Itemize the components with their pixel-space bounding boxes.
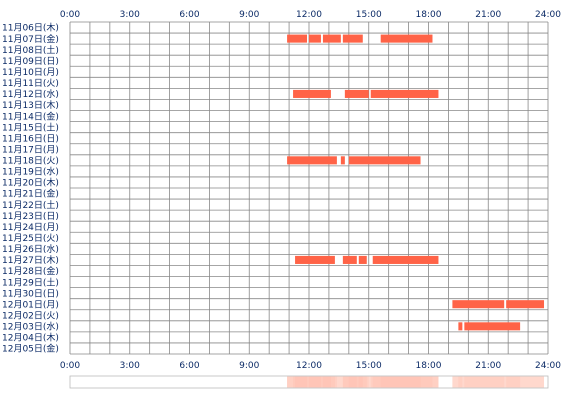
y-row-label: 11月20日(木) xyxy=(2,177,59,189)
y-row-label: 12月05日(金) xyxy=(2,343,59,355)
y-row-label: 11月16日(日) xyxy=(2,133,59,144)
y-row-label: 11月17日(月) xyxy=(2,144,59,155)
y-row-label: 11月13日(木) xyxy=(2,99,59,111)
activity-bar xyxy=(287,156,337,165)
activity-bar xyxy=(342,34,363,43)
summary-heat-segment xyxy=(452,376,545,388)
activity-bar xyxy=(372,255,439,264)
x-tick-label-bottom: 15:00 xyxy=(356,361,382,371)
activity-bar xyxy=(295,255,335,264)
x-tick-label-bottom: 12:00 xyxy=(296,361,322,371)
x-tick-label-bottom: 24:00 xyxy=(535,361,561,371)
summary-heat-bar xyxy=(69,375,549,389)
activity-bar xyxy=(342,255,357,264)
y-row-label: 11月23日(日) xyxy=(2,211,59,222)
activity-bar xyxy=(340,156,345,165)
x-tick-label-bottom: 3:00 xyxy=(120,361,140,371)
y-row-label: 11月26日(水) xyxy=(2,243,59,255)
y-row-label: 11月12日(水) xyxy=(2,88,59,100)
summary-heat-overlay xyxy=(309,376,321,388)
activity-bar xyxy=(506,300,545,309)
x-tick-label-bottom: 0:00 xyxy=(60,361,80,371)
y-row-label: 11月27日(木) xyxy=(2,254,59,266)
y-row-label: 11月21日(金) xyxy=(2,188,59,200)
y-row-label: 12月03日(水) xyxy=(2,321,59,333)
summary-heat-overlay xyxy=(295,376,335,388)
activity-bar xyxy=(370,89,439,98)
activity-bar xyxy=(293,89,331,98)
y-row-label: 11月08日(土) xyxy=(2,44,59,56)
y-row-label: 11月07日(金) xyxy=(2,33,59,45)
y-row-label: 11月18日(火) xyxy=(2,156,59,167)
summary-heat-overlay xyxy=(380,376,433,388)
x-tick-label-top: 6:00 xyxy=(179,10,199,20)
activity-bar xyxy=(380,34,433,43)
x-tick-label-top: 24:00 xyxy=(535,10,561,20)
summary-heat-overlay xyxy=(372,376,439,388)
summary-heat-overlay xyxy=(342,376,363,388)
activity-bar xyxy=(287,34,308,43)
y-row-label: 11月11日(火) xyxy=(2,78,59,89)
y-row-label: 11月29日(土) xyxy=(2,276,59,288)
y-row-label: 12月01日(月) xyxy=(2,299,59,310)
y-row-label: 11月06日(木) xyxy=(2,22,59,34)
summary-heat-overlay xyxy=(506,376,545,388)
summary-heat-overlay xyxy=(322,376,341,388)
activity-bar xyxy=(358,255,367,264)
summary-heat-overlay xyxy=(342,376,357,388)
activity-bar xyxy=(458,322,463,331)
summary-heat-overlay xyxy=(293,376,331,388)
activity-bar xyxy=(348,156,421,165)
y-axis-labels: 11月06日(木)11月07日(金)11月08日(土)11月09日(日)11月1… xyxy=(2,22,59,355)
y-row-label: 11月28日(金) xyxy=(2,265,59,277)
summary-heat-overlay xyxy=(464,376,521,388)
y-row-label: 11月19日(水) xyxy=(2,166,59,178)
summary-heat-overlay xyxy=(370,376,439,388)
summary-heat-overlay xyxy=(458,376,463,388)
x-tick-label-top: 0:00 xyxy=(60,10,80,20)
activity-bar xyxy=(464,322,521,331)
summary-heat-overlay xyxy=(287,376,308,388)
activity-bar xyxy=(452,300,505,309)
x-axis-top: 0:00 3:00 6:00 9:00 12:00 15:00 18:00 21:00 24:0… xyxy=(60,10,561,20)
summary-heat-segment xyxy=(287,376,439,388)
summary-heat-overlay xyxy=(358,376,367,388)
y-row-label: 12月02日(火) xyxy=(2,310,59,321)
y-row-label: 11月25日(火) xyxy=(2,233,59,244)
activity-bar xyxy=(309,34,321,43)
y-row-label: 11月14日(金) xyxy=(2,110,59,122)
x-tick-label-bottom: 9:00 xyxy=(239,361,259,371)
x-tick-label-top: 9:00 xyxy=(239,10,259,20)
x-tick-label-top: 12:00 xyxy=(296,10,322,20)
x-tick-label-bottom: 21:00 xyxy=(475,361,501,371)
summary-heat-overlay xyxy=(340,376,345,388)
summary-heat-overlay xyxy=(348,376,421,388)
summary-heat-overlay xyxy=(452,376,505,388)
y-row-label: 11月22日(土) xyxy=(2,199,59,211)
x-tick-label-top: 18:00 xyxy=(416,10,442,20)
activity-bar xyxy=(344,89,369,98)
summary-heat-overlay xyxy=(287,376,337,388)
x-tick-label-bottom: 18:00 xyxy=(416,361,442,371)
summary-heat-overlay xyxy=(344,376,369,388)
y-row-label: 11月30日(日) xyxy=(2,288,59,299)
x-axis-bottom: 0:00 3:00 6:00 9:00 12:00 15:00 18:00 21:00 24:0… xyxy=(60,361,561,371)
x-tick-label-bottom: 6:00 xyxy=(179,361,199,371)
x-tick-label-top: 3:00 xyxy=(120,10,140,20)
y-row-label: 11月09日(日) xyxy=(2,56,59,67)
y-row-label: 12月04日(木) xyxy=(2,332,59,344)
activity-bar xyxy=(322,34,341,43)
y-row-label: 11月24日(月) xyxy=(2,222,59,233)
x-tick-label-top: 15:00 xyxy=(356,10,382,20)
chart-grid xyxy=(69,21,549,355)
activity-bars xyxy=(287,34,545,331)
x-tick-label-top: 21:00 xyxy=(475,10,501,20)
y-row-label: 11月10日(月) xyxy=(2,67,59,78)
y-row-label: 11月15日(土) xyxy=(2,121,59,133)
